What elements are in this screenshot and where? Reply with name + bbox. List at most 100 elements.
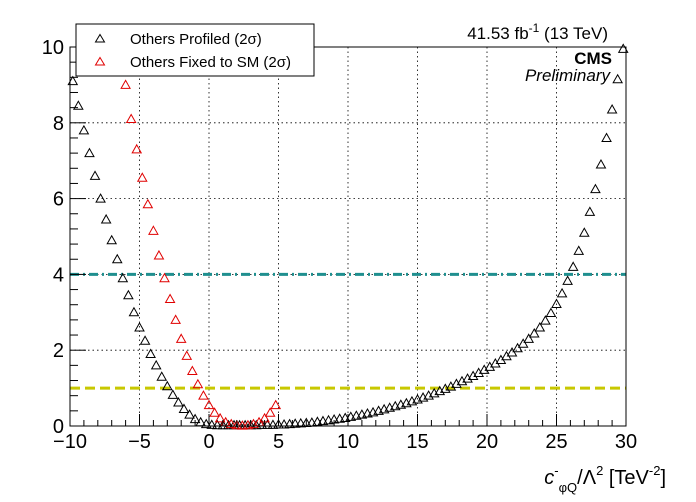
- data-point: [545, 307, 557, 318]
- data-point: [267, 419, 279, 429]
- data-point: [523, 333, 535, 343]
- data-point: [206, 419, 218, 429]
- axis-ticks: −10 −5 0 5 10 15 20 25 30 0 2 4 6 8 10: [42, 37, 637, 453]
- data-point: [237, 420, 248, 430]
- legend-marker-fixed-sm: [94, 56, 106, 66]
- data-point: [584, 206, 596, 216]
- data-point: [145, 348, 156, 358]
- x-tick-label: −10: [53, 431, 87, 453]
- data-point: [278, 418, 290, 429]
- data-point: [72, 100, 84, 110]
- data-point: [156, 371, 168, 381]
- data-point: [250, 419, 262, 430]
- data-point: [106, 234, 118, 245]
- data-point: [100, 213, 112, 224]
- data-point: [214, 412, 226, 423]
- data-point: [95, 193, 106, 203]
- x-tick-label: 25: [545, 431, 567, 453]
- x-tick-label: 15: [406, 431, 428, 453]
- data-point: [131, 143, 143, 154]
- data-point: [117, 272, 129, 283]
- data-point: [184, 409, 195, 419]
- x-tick-label: −5: [128, 431, 151, 453]
- data-point: [217, 419, 229, 430]
- data-point: [489, 357, 501, 368]
- x-tick-label: 0: [203, 431, 214, 453]
- data-point: [590, 183, 601, 194]
- data-point: [601, 132, 612, 142]
- data-point: [150, 359, 162, 370]
- data-point: [120, 79, 131, 89]
- x-axis-title: c-φQ/Λ2 [TeV-2]: [544, 463, 666, 495]
- series-1: [120, 79, 282, 430]
- data-point: [595, 158, 607, 169]
- data-point: [128, 306, 140, 317]
- data-point: [295, 417, 307, 428]
- data-point: [540, 315, 551, 325]
- x-tick-label: 30: [615, 431, 637, 453]
- luminosity-label: 41.53 fb-1 (13 TeV): [467, 21, 608, 43]
- data-point: [153, 249, 165, 260]
- data-point: [123, 289, 134, 300]
- data-point: [262, 419, 273, 429]
- data-point: [573, 245, 585, 255]
- data-point: [551, 298, 562, 308]
- data-point: [612, 73, 624, 84]
- data-point: [159, 272, 170, 283]
- data-point: [556, 287, 568, 298]
- data-point: [200, 418, 212, 429]
- data-point: [170, 314, 181, 324]
- data-point: [562, 275, 573, 285]
- y-tick-label: 4: [53, 264, 64, 286]
- reference-lines: [70, 272, 626, 390]
- data-point: [289, 418, 301, 428]
- data-point: [534, 321, 546, 332]
- data-point: [317, 415, 329, 426]
- legend-label-fixed-sm: Others Fixed to SM (2σ): [130, 54, 291, 71]
- data-point: [270, 399, 282, 410]
- data-point: [478, 364, 490, 374]
- y-tick-label: 0: [53, 416, 64, 438]
- cms-label: CMS: [574, 49, 612, 68]
- legend-box: [75, 23, 315, 77]
- x-tick-label: 20: [476, 431, 498, 453]
- data-point: [181, 350, 193, 360]
- legend-marker-profiled: [94, 33, 106, 43]
- x-tick-label: 5: [273, 431, 284, 453]
- data-point: [567, 261, 579, 271]
- data-point: [203, 399, 215, 410]
- preliminary-label: Preliminary: [525, 66, 612, 85]
- data-point: [78, 124, 90, 135]
- data-point: [148, 225, 159, 235]
- data-point: [273, 418, 284, 429]
- data-point: [164, 293, 176, 304]
- data-point: [256, 419, 268, 429]
- data-point: [111, 253, 123, 264]
- data-point: [467, 370, 479, 380]
- data-point: [334, 413, 346, 423]
- data-point: [175, 333, 187, 343]
- data-point: [136, 172, 148, 182]
- series-0: [67, 43, 629, 430]
- data-point: [231, 419, 243, 430]
- data-point: [312, 416, 323, 426]
- y-tick-label: 8: [53, 113, 64, 135]
- data-point: [606, 104, 618, 114]
- data-point: [209, 407, 220, 417]
- data-point: [125, 113, 137, 124]
- data-point: [134, 321, 145, 332]
- data-point: [139, 335, 151, 345]
- data-point: [84, 147, 95, 158]
- x-tick-label: 10: [337, 431, 359, 453]
- data-point: [284, 418, 295, 429]
- data-point: [167, 389, 179, 399]
- data-point: [89, 170, 101, 180]
- data-point: [578, 227, 590, 237]
- data-point: [225, 418, 237, 429]
- data-point: [161, 380, 173, 391]
- data-point: [192, 378, 204, 389]
- data-point: [198, 390, 209, 400]
- data-point: [264, 407, 276, 417]
- data-point: [223, 419, 234, 430]
